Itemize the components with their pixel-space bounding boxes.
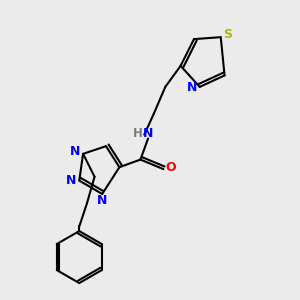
- Text: N: N: [97, 194, 107, 207]
- Text: H: H: [133, 127, 143, 140]
- Text: N: N: [143, 127, 153, 140]
- Text: N: N: [70, 145, 81, 158]
- Text: O: O: [165, 161, 175, 174]
- Text: N: N: [66, 174, 76, 187]
- Text: N: N: [187, 81, 197, 94]
- Text: S: S: [223, 28, 232, 40]
